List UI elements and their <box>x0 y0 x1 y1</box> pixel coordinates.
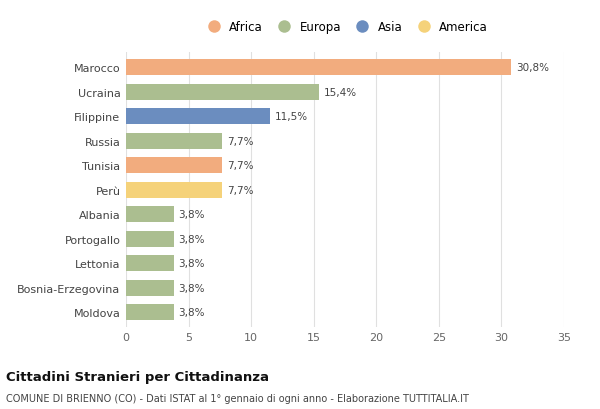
Text: 3,8%: 3,8% <box>179 283 205 293</box>
Text: 11,5%: 11,5% <box>275 112 308 122</box>
Text: 7,7%: 7,7% <box>227 136 254 146</box>
Bar <box>126 109 270 125</box>
Text: 3,8%: 3,8% <box>179 234 205 244</box>
Text: Cittadini Stranieri per Cittadinanza: Cittadini Stranieri per Cittadinanza <box>6 370 269 383</box>
Bar <box>126 133 223 149</box>
Text: 3,8%: 3,8% <box>179 258 205 269</box>
Text: 7,7%: 7,7% <box>227 185 254 195</box>
Bar <box>126 84 319 100</box>
Text: 15,4%: 15,4% <box>324 88 357 97</box>
Bar <box>126 280 173 296</box>
Legend: Africa, Europa, Asia, America: Africa, Europa, Asia, America <box>202 21 488 34</box>
Bar <box>126 158 223 174</box>
Bar <box>126 256 173 272</box>
Bar <box>126 182 223 198</box>
Bar <box>126 207 173 222</box>
Bar <box>126 60 511 76</box>
Bar <box>126 231 173 247</box>
Text: 30,8%: 30,8% <box>517 63 550 73</box>
Bar <box>126 305 173 321</box>
Text: 3,8%: 3,8% <box>179 210 205 220</box>
Text: COMUNE DI BRIENNO (CO) - Dati ISTAT al 1° gennaio di ogni anno - Elaborazione TU: COMUNE DI BRIENNO (CO) - Dati ISTAT al 1… <box>6 393 469 402</box>
Text: 3,8%: 3,8% <box>179 308 205 317</box>
Text: 7,7%: 7,7% <box>227 161 254 171</box>
